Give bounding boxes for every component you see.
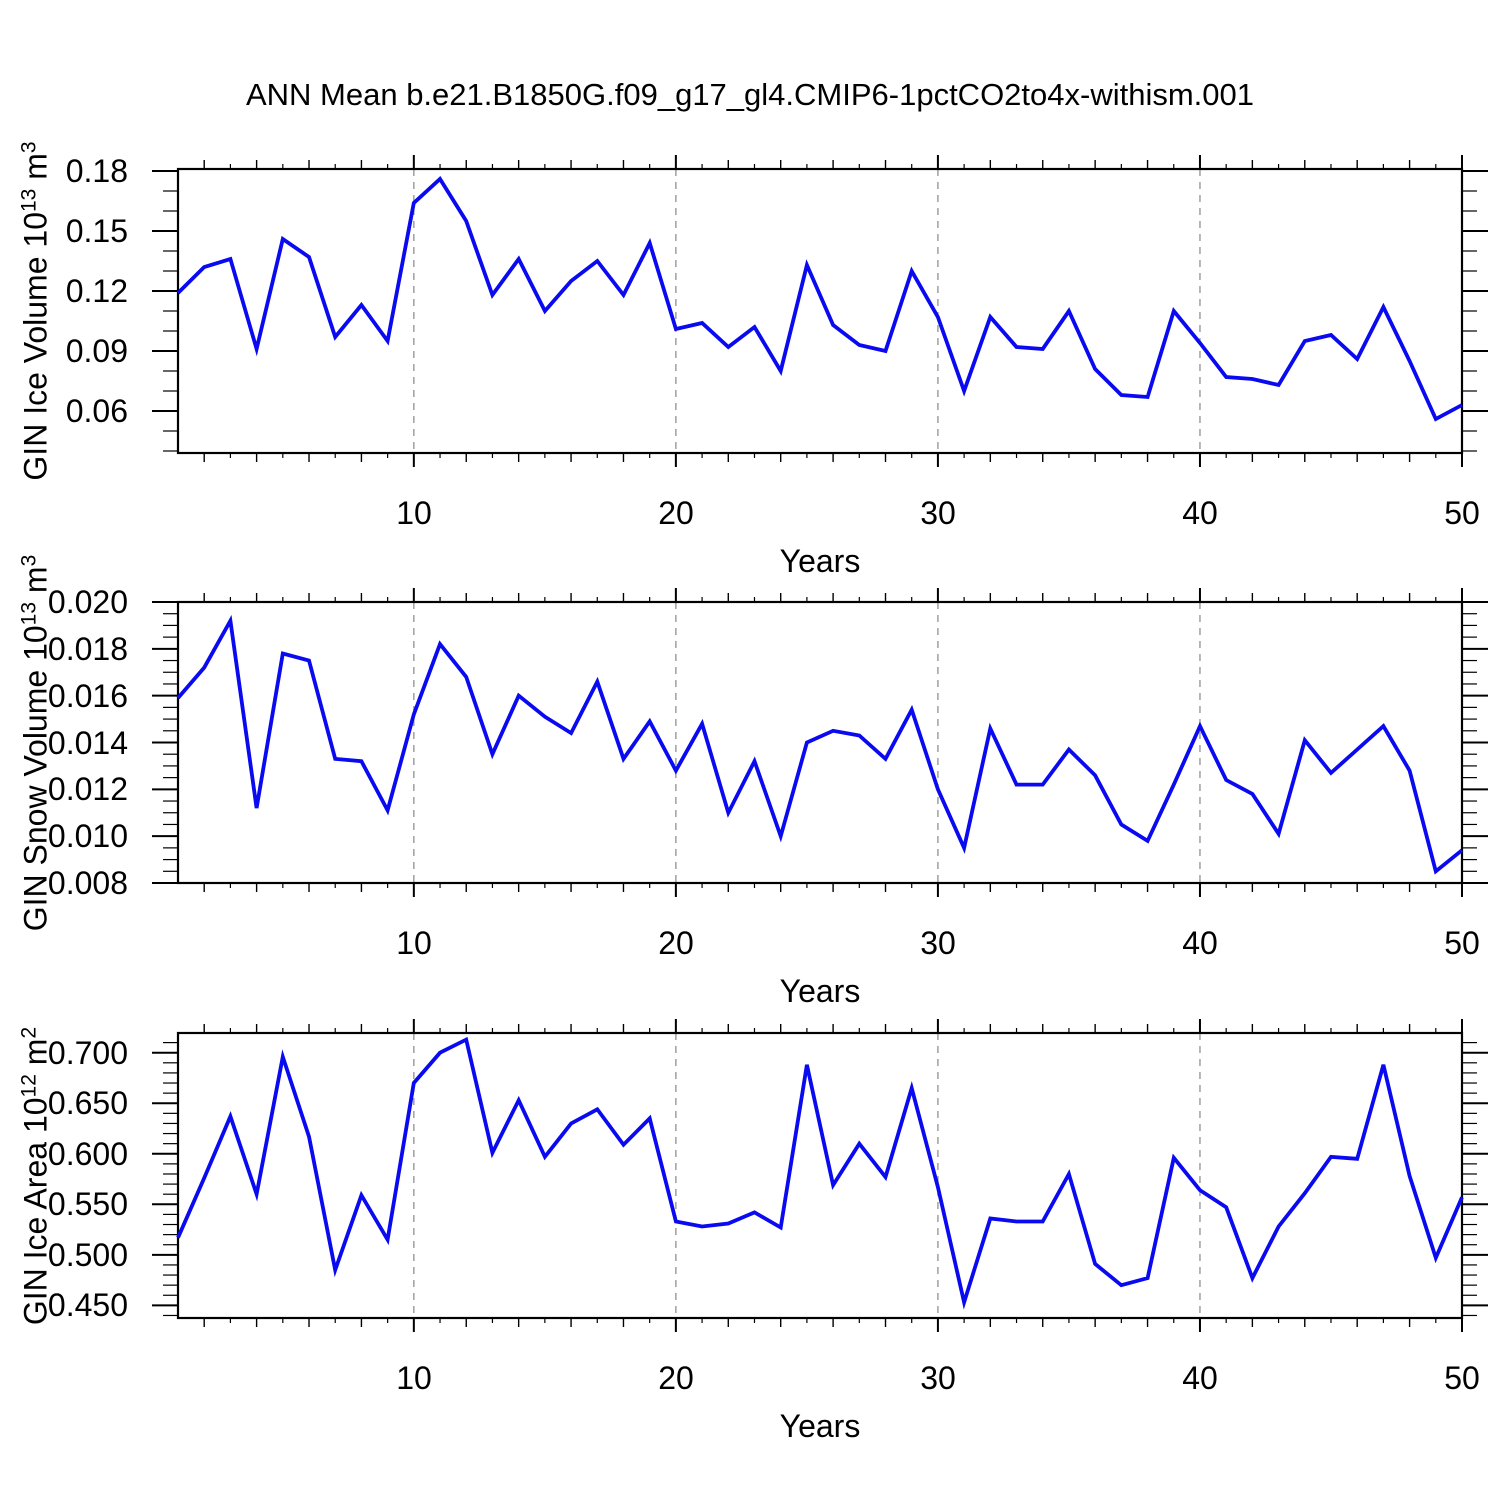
x-tick-label: 20 xyxy=(658,1360,694,1396)
y-tick-label: 0.550 xyxy=(47,1186,128,1222)
y-tick-label: 0.018 xyxy=(47,631,128,667)
y-tick-label: 0.012 xyxy=(47,771,128,807)
panel-gin-snow-volume xyxy=(152,588,1488,897)
x-tick-label: 50 xyxy=(1444,1360,1480,1396)
plot-frame xyxy=(176,600,1464,885)
plot-frame xyxy=(176,1031,1464,1320)
data-line-gin-ice-area xyxy=(176,1036,1464,1310)
x-tick-label: 10 xyxy=(396,495,432,531)
y-tick-label: 0.016 xyxy=(47,678,128,714)
y-axis-title-exponent: 13 xyxy=(17,188,41,213)
y-tick-label: 0.010 xyxy=(47,818,128,854)
y-tick-label: 0.700 xyxy=(47,1035,128,1071)
x-tick-label: 50 xyxy=(1444,495,1480,531)
x-tick-label: 10 xyxy=(396,1360,432,1396)
y-tick-label: 0.12 xyxy=(65,273,128,309)
x-tick-label: 40 xyxy=(1182,925,1218,961)
y-tick-label: 0.450 xyxy=(47,1287,128,1323)
y-tick-label: 0.008 xyxy=(47,865,128,901)
figure-title: ANN Mean b.e21.B1850G.f09_g17_gl4.CMIP6-… xyxy=(245,77,1255,112)
panel-gin-ice-area xyxy=(152,1019,1488,1332)
plot-frame xyxy=(176,167,1464,455)
x-tick-label: 50 xyxy=(1444,925,1480,961)
y-tick-label: 0.06 xyxy=(65,393,128,429)
y-tick-label: 0.020 xyxy=(47,584,128,620)
x-tick-label: 20 xyxy=(658,925,694,961)
x-tick-label: 30 xyxy=(920,925,956,961)
y-axis-title-unit-exponent: 3 xyxy=(17,141,41,154)
data-line-gin-snow-volume xyxy=(176,614,1464,875)
y-tick-label: 0.18 xyxy=(65,153,128,189)
panel-gin-ice-volume xyxy=(152,155,1488,467)
y-tick-label: 0.014 xyxy=(47,725,128,761)
y-axis-title-ice-area: GIN Ice Area 1012 m2 xyxy=(18,1027,55,1325)
x-tick-label: 10 xyxy=(396,925,432,961)
y-tick-label: 0.500 xyxy=(47,1237,128,1273)
x-tick-label: 30 xyxy=(920,1360,956,1396)
y-axis-title-unit-exponent: 3 xyxy=(17,554,41,567)
y-axis-title-ice-volume: GIN Ice Volume 1013 m3 xyxy=(18,141,55,480)
y-tick-label: 0.650 xyxy=(47,1085,128,1121)
y-tick-label: 0.600 xyxy=(47,1136,128,1172)
x-tick-label: 20 xyxy=(658,495,694,531)
y-tick-label: 0.09 xyxy=(65,333,128,369)
x-axis-title-panel1: Years xyxy=(779,543,861,579)
data-line-gin-ice-volume xyxy=(176,176,1463,422)
x-axis-title-panel2: Years xyxy=(779,973,861,1009)
x-tick-label: 40 xyxy=(1182,495,1218,531)
x-tick-label: 40 xyxy=(1182,1360,1218,1396)
y-tick-label: 0.15 xyxy=(65,213,128,249)
x-axis-title-panel3: Years xyxy=(779,1408,861,1444)
x-tick-label: 30 xyxy=(920,495,956,531)
